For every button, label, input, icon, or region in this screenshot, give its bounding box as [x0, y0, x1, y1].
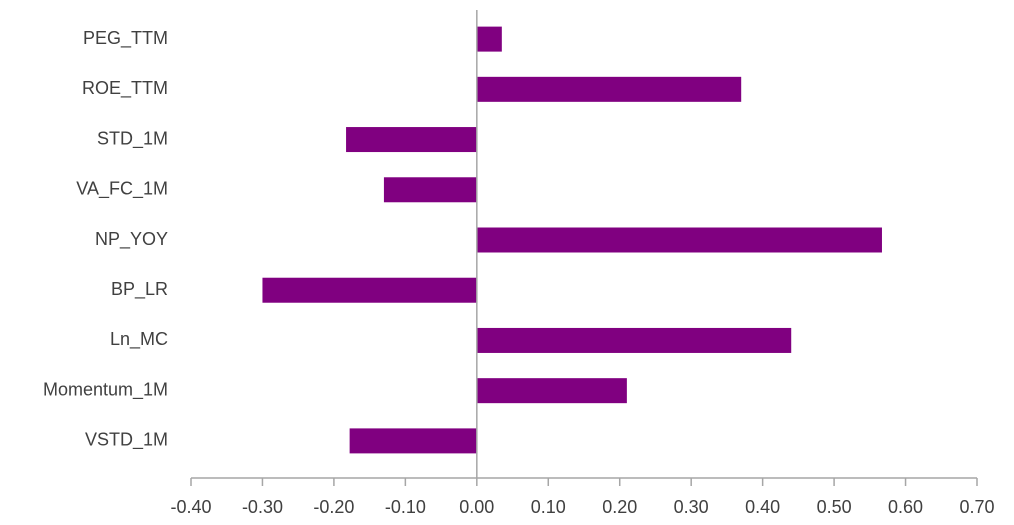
y-tick-label: VSTD_1M	[85, 430, 168, 451]
y-tick-label: NP_YOY	[95, 229, 168, 250]
y-tick-label: STD_1M	[97, 128, 168, 149]
bar	[262, 277, 477, 303]
y-tick-label: VA_FC_1M	[76, 179, 168, 200]
x-tick-label: 0.70	[959, 497, 994, 517]
x-tick-label: 0.40	[745, 497, 780, 517]
x-tick-label: -0.20	[313, 497, 354, 517]
x-tick-label: 0.30	[674, 497, 709, 517]
bar	[476, 76, 742, 102]
bar	[476, 378, 627, 404]
y-tick-label: ROE_TTM	[82, 78, 168, 99]
x-tick-label: -0.30	[242, 497, 283, 517]
x-tick-label: 0.00	[459, 497, 494, 517]
bar	[383, 177, 477, 203]
bar	[476, 26, 502, 52]
bar	[349, 428, 477, 454]
bar	[476, 327, 792, 353]
x-tick-label: -0.10	[385, 497, 426, 517]
x-tick-label: 0.50	[817, 497, 852, 517]
y-tick-label: PEG_TTM	[83, 28, 168, 49]
y-tick-label: Momentum_1M	[43, 379, 168, 400]
x-tick-label: 0.10	[531, 497, 566, 517]
x-tick-label: -0.40	[170, 497, 211, 517]
y-tick-label: BP_LR	[111, 279, 168, 300]
bar	[476, 227, 882, 253]
y-tick-label: Ln_MC	[110, 329, 168, 350]
x-tick-label: 0.20	[602, 497, 637, 517]
x-tick-label: 0.60	[888, 497, 923, 517]
bar	[346, 127, 477, 153]
